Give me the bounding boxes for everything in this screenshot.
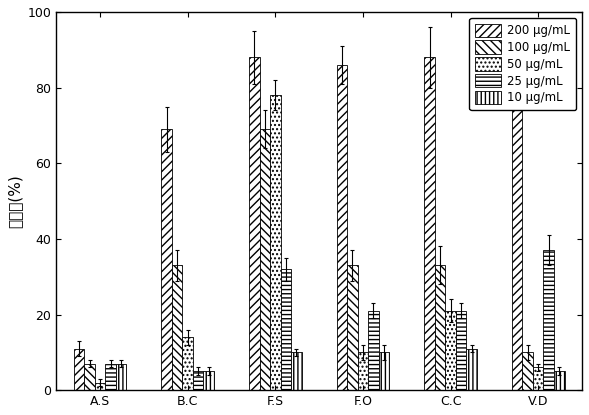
Bar xyxy=(270,95,280,390)
Bar xyxy=(358,352,368,390)
Y-axis label: 抑制率(%): 抑制率(%) xyxy=(7,174,22,228)
Bar xyxy=(544,250,554,390)
Bar xyxy=(337,65,347,390)
Bar xyxy=(116,364,127,390)
Bar xyxy=(291,352,302,390)
Bar xyxy=(512,57,522,390)
Bar xyxy=(84,364,95,390)
Bar xyxy=(249,57,260,390)
Bar xyxy=(554,371,564,390)
Bar xyxy=(193,371,203,390)
Bar xyxy=(445,311,456,390)
Bar xyxy=(466,349,477,390)
Bar xyxy=(435,265,445,390)
Bar xyxy=(522,352,533,390)
Bar xyxy=(379,352,389,390)
Bar xyxy=(424,57,435,390)
Bar xyxy=(161,129,172,390)
Bar xyxy=(203,371,214,390)
Bar xyxy=(368,311,379,390)
Bar xyxy=(172,265,183,390)
Bar xyxy=(347,265,358,390)
Bar xyxy=(533,368,544,390)
Bar xyxy=(105,364,116,390)
Bar xyxy=(280,269,291,390)
Bar xyxy=(260,129,270,390)
Bar xyxy=(456,311,466,390)
Bar xyxy=(74,349,84,390)
Bar xyxy=(183,337,193,390)
Legend: 200 μg/mL, 100 μg/mL, 50 μg/mL, 25 μg/mL, 10 μg/mL: 200 μg/mL, 100 μg/mL, 50 μg/mL, 25 μg/mL… xyxy=(469,18,576,110)
Bar xyxy=(95,383,105,390)
